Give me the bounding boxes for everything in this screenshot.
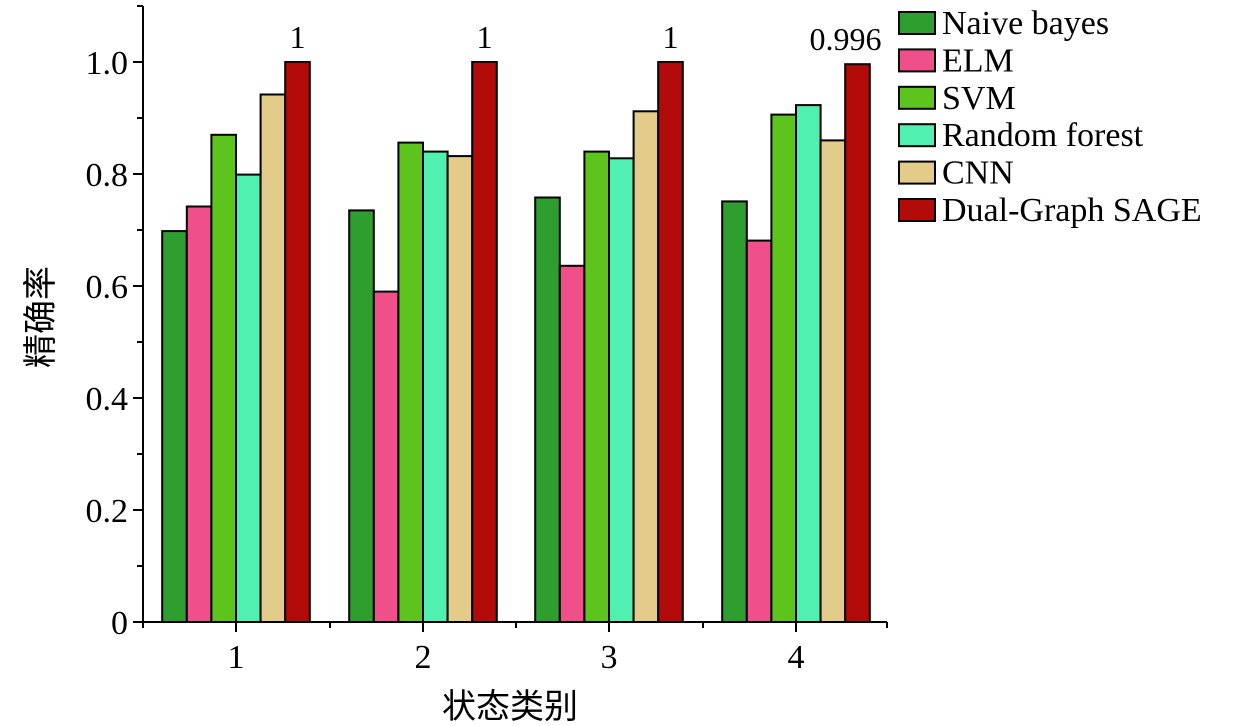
bars-group [161, 61, 871, 624]
legend-label: Dual-Graph SAGE [942, 192, 1202, 229]
bar [795, 104, 822, 624]
data-labels-group: 1 1 1 0.996 [290, 19, 882, 57]
bar [657, 61, 684, 623]
bar [534, 196, 561, 623]
y-tick-label: 0.2 [86, 493, 129, 530]
bar [770, 113, 798, 623]
y-axis-title: 精确率 [22, 266, 60, 368]
legend-swatch [898, 48, 936, 73]
bar [284, 61, 311, 623]
y-tick-label: 0.6 [86, 269, 129, 306]
y-tick-label: 0.4 [86, 381, 129, 418]
y-tick-label: 0.8 [86, 157, 129, 194]
x-tick-label: 4 [788, 639, 805, 676]
bar [819, 139, 847, 623]
y-tick-label: 1.0 [86, 45, 129, 82]
bar [745, 239, 773, 623]
x-tick-label: 3 [601, 639, 618, 676]
bar [185, 205, 213, 623]
legend-label: Random forest [942, 117, 1144, 154]
bar [844, 63, 871, 623]
legend-label: ELM [942, 42, 1014, 79]
data-label: 1 [290, 19, 306, 55]
data-label: 1 [663, 19, 679, 55]
bar [161, 230, 188, 623]
legend-swatch [898, 198, 936, 222]
bar [235, 173, 262, 623]
bar [259, 93, 287, 623]
bar [471, 61, 498, 623]
legend-label: CNN [942, 155, 1014, 192]
legend-label: Naive bayes [942, 5, 1109, 42]
bar [632, 110, 660, 624]
legend-swatch [898, 160, 936, 185]
data-label: 0.996 [810, 21, 882, 57]
bar [583, 150, 611, 623]
x-axis-title: 状态类别 [442, 688, 578, 726]
bar [348, 209, 375, 623]
bar [721, 200, 748, 623]
bar [446, 155, 474, 623]
x-tick-label: 1 [228, 639, 245, 676]
bar [397, 141, 424, 623]
y-tick-label: 0 [111, 605, 128, 642]
legend-swatch [898, 85, 936, 110]
legend-label: SVM [942, 80, 1016, 117]
legend-swatch [898, 123, 936, 148]
legend-swatch [898, 11, 936, 35]
bar [372, 290, 400, 623]
bar [608, 157, 635, 624]
bar [422, 150, 449, 623]
bar [210, 133, 237, 624]
data-label: 1 [477, 19, 493, 55]
axes-group: 0 0.2 0.4 0.6 0.8 1.0 1 2 3 4 [86, 5, 888, 676]
x-tick-label: 2 [415, 639, 432, 676]
bar [558, 264, 586, 623]
